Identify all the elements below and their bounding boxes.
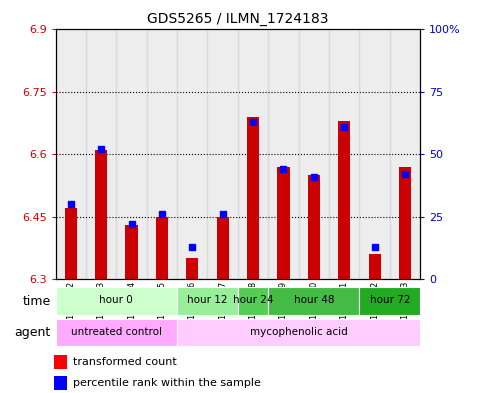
Bar [298,29,329,279]
Text: untreated control: untreated control [71,327,162,337]
Title: GDS5265 / ILMN_1724183: GDS5265 / ILMN_1724183 [147,12,328,26]
Bar [56,287,177,315]
Bar [338,121,350,279]
Bar [268,29,298,279]
Bar [390,29,420,279]
Bar [238,287,268,315]
Text: time: time [23,294,51,308]
Bar [56,29,86,279]
Bar [65,208,77,279]
Bar [399,167,411,279]
Bar [177,29,208,279]
Bar [238,29,268,279]
Text: hour 12: hour 12 [187,296,228,305]
Bar [156,217,168,279]
Bar [54,355,67,369]
Bar [186,258,199,279]
Bar [86,29,116,279]
Text: mycophenolic acid: mycophenolic acid [250,327,348,337]
Text: hour 24: hour 24 [233,296,273,305]
Text: hour 0: hour 0 [99,296,133,305]
Text: agent: agent [14,326,51,339]
Bar [126,225,138,279]
Bar [177,287,238,315]
Text: percentile rank within the sample: percentile rank within the sample [73,378,261,387]
Bar [369,254,381,279]
Bar [359,287,420,315]
Bar [54,376,67,389]
Bar [208,29,238,279]
Bar [247,117,259,279]
Bar [277,167,289,279]
Text: hour 72: hour 72 [369,296,410,305]
Text: hour 48: hour 48 [294,296,334,305]
Bar [177,319,420,346]
Bar [116,29,147,279]
Text: transformed count: transformed count [73,357,176,367]
Bar [308,175,320,279]
Bar [56,319,177,346]
Bar [95,150,107,279]
Bar [359,29,390,279]
Bar [216,217,229,279]
Bar [329,29,359,279]
Bar [147,29,177,279]
Bar [268,287,359,315]
